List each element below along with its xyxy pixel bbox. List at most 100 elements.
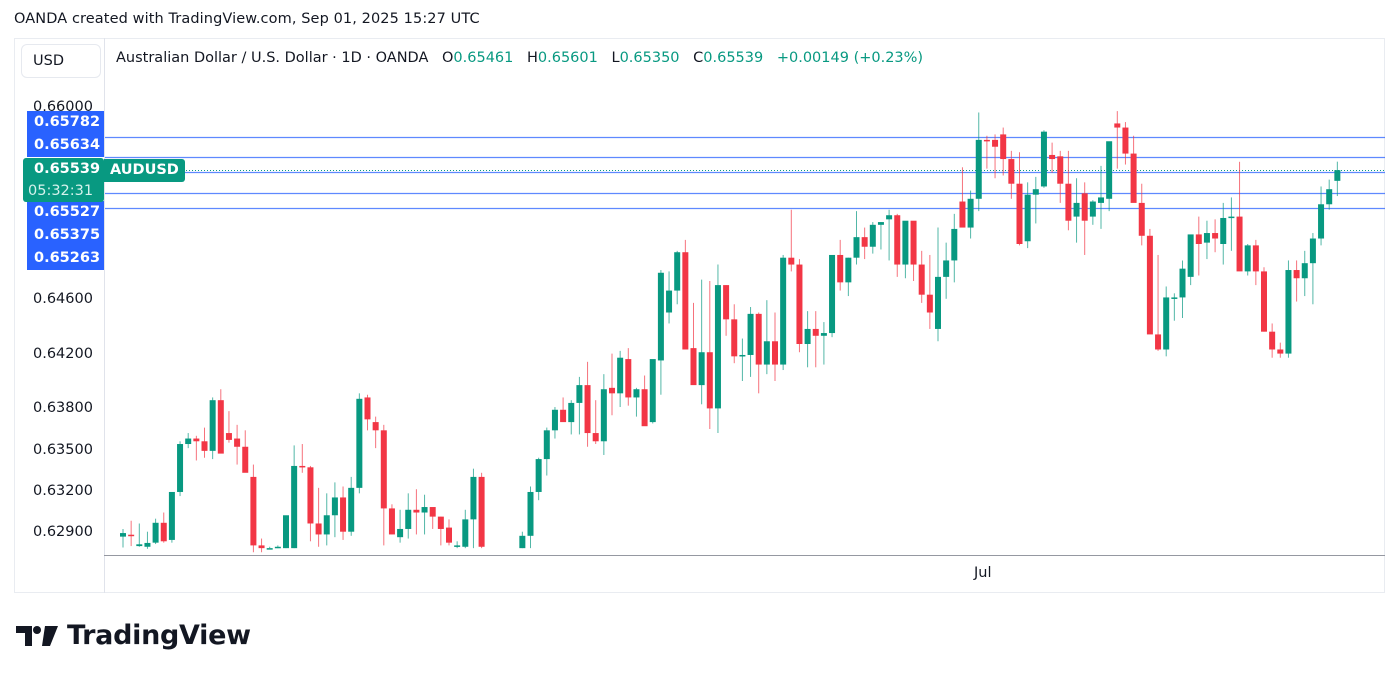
candle	[1008, 159, 1015, 184]
candle	[340, 497, 347, 532]
candle	[1269, 331, 1276, 350]
candle	[918, 264, 925, 295]
candle	[413, 509, 420, 513]
open-value: 0.65461	[453, 50, 514, 66]
time-axis-divider	[104, 555, 1385, 556]
candle	[331, 497, 338, 516]
candle	[772, 341, 778, 365]
price-tick-label: 0.63500	[33, 441, 93, 458]
candle	[820, 333, 827, 336]
candle	[1195, 234, 1202, 244]
candle	[796, 264, 803, 345]
change-value: +0.00149 (+0.23%)	[776, 50, 924, 66]
candle	[967, 198, 974, 228]
candle	[992, 139, 999, 147]
candle	[1065, 183, 1072, 221]
attribution-text: OANDA created with TradingView.com, Sep …	[14, 11, 480, 27]
candle	[1171, 297, 1178, 299]
candle	[804, 328, 811, 345]
candle	[1073, 202, 1080, 217]
price-tick-label: 0.63800	[33, 400, 93, 417]
candle	[584, 385, 591, 434]
candle	[519, 535, 526, 549]
candle	[152, 522, 159, 543]
candle	[193, 438, 200, 442]
candle	[1318, 204, 1325, 239]
candle	[1081, 193, 1088, 221]
high-label: H	[526, 50, 538, 66]
candle	[421, 507, 428, 513]
price-tick-label: 0.64200	[33, 345, 93, 362]
candle	[951, 228, 958, 261]
candle	[723, 285, 730, 320]
candle	[763, 341, 770, 365]
price-tag: 0.65263	[27, 247, 104, 270]
candle	[943, 260, 950, 277]
tradingview-logo[interactable]: TradingView	[16, 620, 251, 651]
candle	[560, 409, 567, 423]
candle	[1114, 123, 1121, 128]
candle	[926, 294, 933, 313]
candle	[527, 491, 534, 536]
candle	[641, 389, 648, 427]
candle	[136, 544, 143, 547]
candle	[1252, 245, 1259, 272]
time-tick-label: Jul	[974, 565, 992, 581]
candle	[1301, 263, 1308, 279]
candle	[429, 507, 436, 517]
price-axis-divider	[104, 38, 105, 593]
candle	[535, 459, 542, 492]
candle	[225, 433, 232, 440]
candle	[168, 491, 175, 540]
close-label: C	[693, 50, 704, 66]
candle	[372, 422, 379, 431]
candle	[812, 328, 819, 336]
low-value: 0.65350	[619, 50, 680, 66]
candle	[380, 430, 387, 509]
candle	[323, 515, 330, 535]
current-price-tag: 0.65539 05:32:31	[23, 158, 104, 202]
candle	[902, 220, 909, 265]
candle	[861, 237, 868, 247]
candle	[470, 476, 477, 520]
candle	[649, 359, 656, 423]
close-value: 0.65539	[703, 50, 764, 66]
candle	[462, 519, 469, 547]
candle	[1220, 217, 1227, 244]
symbol-title: Australian Dollar / U.S. Dollar · 1D · O…	[116, 50, 429, 66]
candle	[446, 527, 452, 543]
candle	[437, 516, 444, 529]
candle	[894, 215, 901, 265]
candle	[657, 272, 664, 361]
candle	[250, 476, 257, 546]
candle	[633, 389, 640, 398]
candle	[405, 509, 412, 529]
candle	[1057, 156, 1064, 184]
candle	[1203, 233, 1210, 243]
candle	[201, 441, 208, 451]
candle	[666, 290, 673, 313]
candle	[258, 545, 265, 549]
open-label: O	[441, 50, 454, 66]
current-price-value: 0.65539	[34, 161, 101, 177]
price-tick-label: 0.64600	[33, 290, 93, 307]
brand-name: TradingView	[67, 620, 251, 651]
candle	[217, 400, 224, 454]
candle	[739, 354, 746, 357]
candle	[397, 528, 404, 538]
candle	[592, 433, 599, 442]
candle	[128, 534, 135, 537]
candle	[837, 254, 844, 283]
candle	[307, 467, 314, 524]
currency-selector[interactable]: USD	[21, 44, 101, 78]
candle	[242, 446, 249, 473]
tradingview-logo-icon	[16, 625, 58, 646]
candle	[185, 438, 192, 445]
candle	[315, 523, 322, 535]
candle	[845, 257, 852, 283]
candle	[877, 222, 884, 225]
candle	[1334, 170, 1341, 181]
candle	[1277, 349, 1284, 354]
price-tick-label: 0.62900	[33, 523, 93, 540]
